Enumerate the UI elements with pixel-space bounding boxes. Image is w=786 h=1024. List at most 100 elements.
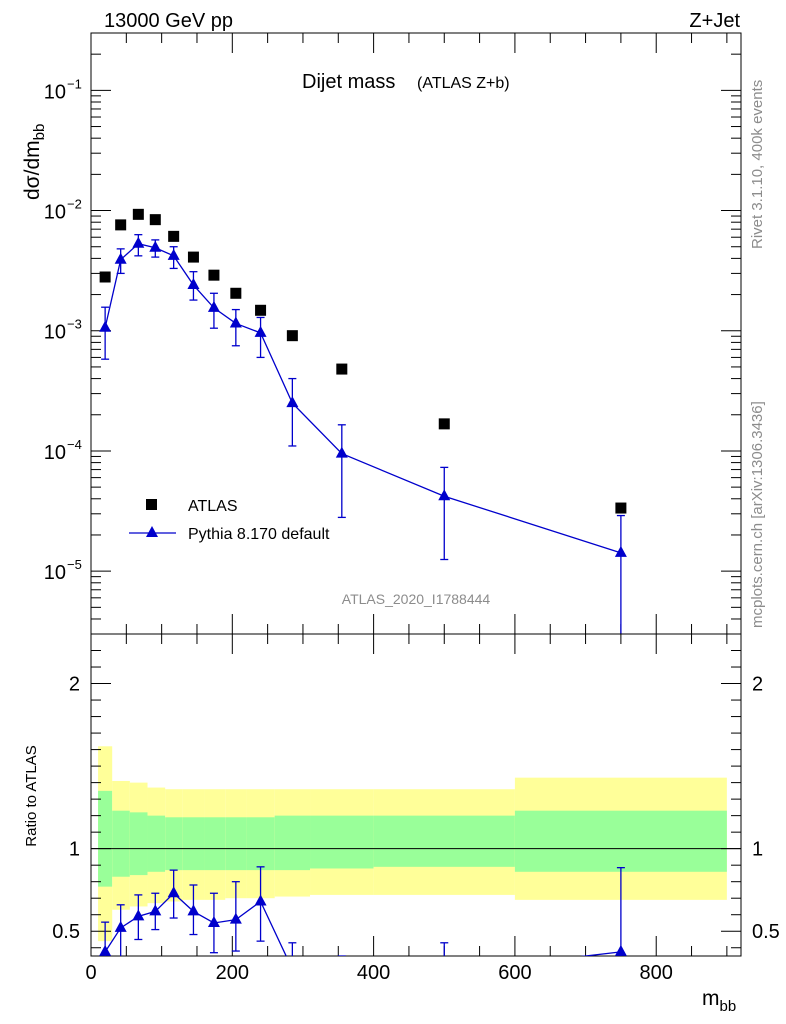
ratio-panel [90,633,742,957]
atlas-point [208,269,220,281]
ratio-pythia-point [336,974,348,985]
ratio-inner-band [182,817,205,871]
atlas-point [168,230,180,242]
atlas-point [187,251,199,263]
svg-text:dσ/dmbb: dσ/dmbb [21,124,48,200]
ratio-inner-band [98,790,113,887]
atlas-point [149,214,161,226]
ratio-pythia-point [254,894,267,906]
pythia-point [167,248,180,260]
plot-title: Dijet mass [302,71,395,93]
ratio-pythia-point [207,915,220,927]
process-label: Z+Jet [689,10,740,32]
pythia-point [99,320,112,332]
x-tick-label: 400 [357,962,390,984]
y-tick-label: 10 [44,562,66,584]
y-tick-exponent: −3 [67,317,82,332]
ratio-inner-band [129,812,148,876]
pythia-point [438,489,451,501]
y-tick-exponent: −5 [67,557,82,572]
ratio-pythia-point [99,944,112,956]
y-tick-label: 10 [44,202,66,224]
pythia-point [149,240,162,252]
ratio-pythia-point [167,886,180,898]
main-frame [90,32,742,635]
pythia-point [187,278,200,290]
ratio-inner-band [204,817,226,871]
main-y-axis-label: dσ/dmbb [21,124,48,200]
atlas-point [230,287,242,299]
ratio-y-axis-label: Ratio to ATLAS [23,745,40,846]
ratio-y-tick-label-right: 2 [752,674,763,696]
ratio-inner-band [112,810,130,877]
pythia-point [114,252,127,264]
plot-subtitle: (ATLAS Z+b) [417,75,510,92]
ratio-pythia-point [149,904,162,916]
y-tick-label: 10 [44,81,66,103]
y-tick-label: 10 [44,442,66,464]
ratio-inner-band [373,815,515,867]
legend-marker-atlas [146,499,157,510]
atlas-point [438,418,450,430]
ratio-pythia-point [132,909,145,921]
ratio-pythia-point [286,962,298,973]
main-panel [90,32,742,635]
energy-label: 13000 GeV pp [104,10,233,32]
y-tick-exponent: −1 [67,76,82,91]
ratio-series [99,866,627,985]
ratio-y-tick-label: 0.5 [52,921,80,943]
ratio-inner-band [514,810,727,872]
ratio-ticks: 0.5 0.5 1 1 2 2 0 200 400 600 800 [52,633,780,984]
ratio-inner-band [147,815,166,872]
x-tick-label: 600 [498,962,531,984]
pythia-point [286,396,299,408]
pythia-point [132,236,145,248]
legend-label-atlas: ATLAS [188,498,238,515]
x-tick-label: 0 [85,962,96,984]
pythia-point [335,446,348,458]
ratio-inner-band [225,817,247,871]
pythia-point [254,325,267,337]
x-axis-label: mbb [702,987,736,1015]
atlas-point [615,502,627,514]
legend: ATLAS Pythia 8.170 default [129,498,330,543]
rivet-label: Rivet 3.1.10, 400k events [749,80,766,249]
pythia-line [104,242,622,554]
y-tick-exponent: −4 [67,437,82,452]
ratio-y-tick-label: 1 [69,839,80,861]
x-tick-label: 200 [216,962,249,984]
mcplots-label: mcplots.cern.ch [arXiv:1306.3436] [749,401,766,628]
main-series [99,208,627,634]
svg-text:mbb: mbb [702,987,736,1015]
pythia-point [207,300,220,312]
y-tick-label: 10 [44,322,66,344]
ratio-y-tick-label-right: 1 [752,839,763,861]
ratio-inner-band [246,817,275,871]
ratio-pythia-point [614,944,627,956]
atlas-point [99,271,111,283]
ratio-frame [90,633,742,957]
pythia-point [229,316,242,328]
atlas-point [255,304,267,316]
ratio-pythia-point [438,966,450,977]
ratio-pythia-point [187,904,200,916]
analysis-watermark: ATLAS_2020_I1788444 [342,591,491,607]
ratio-y-tick-label: 2 [69,674,80,696]
ratio-pythia-point [229,912,242,924]
ratio-inner-band [274,815,311,871]
y-tick-exponent: −2 [67,197,82,212]
x-tick-label: 800 [640,962,673,984]
legend-label-pythia: Pythia 8.170 default [188,526,330,543]
pythia-point [614,545,627,557]
ratio-inner-band [310,815,374,869]
main-y-ticks: 10−510−410−310−210−1 [44,33,741,635]
atlas-point [336,363,348,375]
ratio-inner-band [165,817,183,871]
legend-marker-pythia [146,526,158,537]
ratio-y-tick-label-right: 0.5 [752,921,780,943]
atlas-point [286,330,298,342]
atlas-point [115,219,127,231]
ratio-pythia-point [114,920,127,932]
atlas-point [132,208,144,220]
